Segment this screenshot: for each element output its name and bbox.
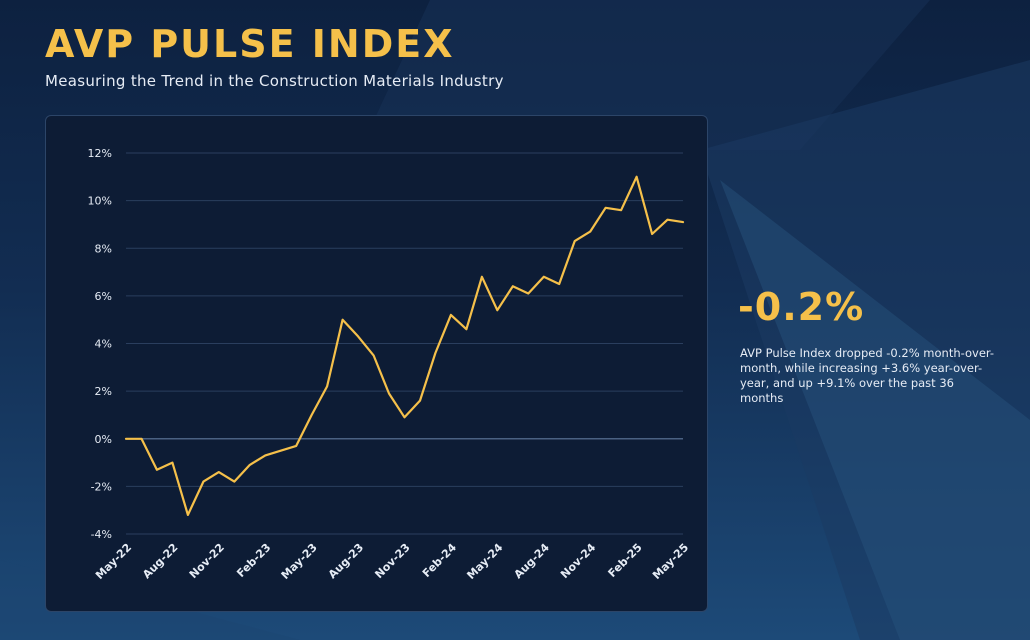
monthly-change-value: -0.2% (738, 285, 865, 329)
y-tick-label: -4% (91, 528, 112, 541)
x-tick-label: Feb-23 (234, 541, 273, 580)
y-tick-label: -2% (91, 480, 112, 493)
x-tick-label: May-25 (650, 541, 691, 582)
x-tick-label: May-23 (279, 541, 320, 582)
x-tick-label: Feb-25 (606, 541, 645, 580)
x-tick-label: Aug-22 (140, 541, 180, 581)
x-tick-label: Aug-24 (511, 541, 552, 582)
x-tick-label: Nov-22 (187, 541, 227, 581)
series-line (124, 175, 685, 516)
y-tick-label: 0% (95, 433, 112, 446)
x-tick-label: Nov-23 (372, 541, 412, 581)
x-tick-label: Aug-23 (326, 541, 366, 581)
line-chart: -4% -2% 0% 2% 4% 6% 8% 10% 12% May-22 Aug-22 Nov-22… (88, 147, 692, 582)
y-tick-label: 10% (88, 195, 112, 208)
y-tick-label: 4% (95, 338, 112, 351)
chart-panel: -4% -2% 0% 2% 4% 6% 8% 10% 12% May-22 Aug-22 Nov-22… (45, 115, 708, 612)
page-title: AVP PULSE INDEX (45, 22, 455, 66)
x-tick-label: May-24 (464, 541, 505, 582)
y-tick-label: 8% (95, 242, 112, 255)
y-tick-label: 2% (95, 385, 112, 398)
x-tick-label: May-22 (93, 541, 134, 582)
x-tick-label: Feb-24 (420, 541, 459, 580)
change-description: AVP Pulse Index dropped -0.2% month-over… (740, 346, 995, 405)
y-tick-label: 6% (95, 290, 112, 303)
page-subtitle: Measuring the Trend in the Construction … (45, 72, 504, 90)
y-tick-label: 12% (88, 147, 112, 160)
x-tick-label: Nov-24 (558, 541, 598, 581)
